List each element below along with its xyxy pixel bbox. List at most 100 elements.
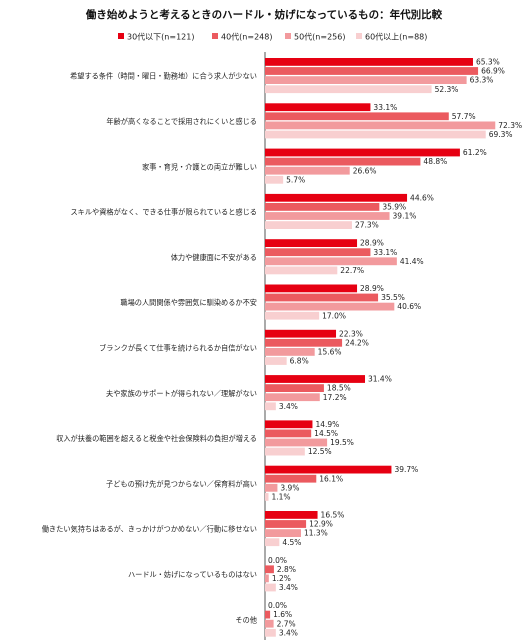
bar xyxy=(265,76,467,84)
category-label: 体力や健康面に不安がある xyxy=(171,253,257,262)
value-label: 44.6% xyxy=(410,193,434,202)
value-label: 40.6% xyxy=(397,302,421,311)
bar xyxy=(265,148,460,157)
value-label: 1.6% xyxy=(273,610,292,619)
value-label: 1.1% xyxy=(272,493,291,502)
bar xyxy=(265,574,269,583)
legend-label: 30代以下(n=121) xyxy=(127,32,194,42)
bar xyxy=(265,257,397,266)
category-group: 体力や健康面に不安がある 28.9%33.1%41.4% 22.7% xyxy=(171,239,424,275)
bar xyxy=(265,420,313,429)
value-label: 17.2% xyxy=(323,393,347,402)
category-label: 子どもの預け先が見つからない／保育料が高い xyxy=(106,479,257,488)
bar xyxy=(265,85,432,94)
bar xyxy=(265,121,496,130)
value-label: 5.7% xyxy=(286,175,305,184)
category-label: ハードル・妨げになっているものはない xyxy=(128,570,257,579)
value-label: 28.9% xyxy=(360,239,384,248)
bar xyxy=(265,157,421,166)
category-label: 家事・育児・介護との両立が難しい xyxy=(142,162,257,171)
bar xyxy=(265,193,408,202)
bar xyxy=(265,175,284,184)
bar xyxy=(265,338,343,347)
value-label: 4.5% xyxy=(282,538,301,547)
category-label: 年齢が高くなることで採用されにくいと感じる xyxy=(106,117,257,126)
bar xyxy=(265,429,312,438)
value-label: 72.3% xyxy=(498,121,522,130)
value-label: 15.6% xyxy=(318,348,342,357)
value-label: 33.1% xyxy=(373,248,397,257)
bar xyxy=(265,248,371,257)
bar xyxy=(265,212,390,220)
category-group: 夫や家族のサポートが得られない／理解がない 31.4% 18.5%17.2% 3.4% xyxy=(106,375,392,411)
value-label: 48.8% xyxy=(423,157,447,166)
value-label: 16.1% xyxy=(319,474,343,483)
category-label: 夫や家族のサポートが得られない／理解がない xyxy=(106,389,257,398)
value-label: 16.5% xyxy=(321,511,345,520)
value-label: 3.4% xyxy=(279,583,298,592)
category-group: その他 0.0%1.6%2.7%3.4% xyxy=(235,601,297,637)
bar xyxy=(265,447,305,456)
category-label: 働きたい気持ちはあるが、きっかけがつかめない／行動に移せない xyxy=(42,525,257,534)
legend-item: 40代(n=248) xyxy=(212,32,272,42)
legend-item: 50代(n=256) xyxy=(285,32,345,42)
value-label: 22.3% xyxy=(339,329,363,338)
category-label: スキルや資格がなく、できる仕事が限られていると感じる xyxy=(70,208,257,217)
bar xyxy=(265,103,371,112)
value-label: 12.5% xyxy=(308,447,332,456)
legend-swatch xyxy=(212,33,218,39)
value-label: 12.9% xyxy=(309,520,333,529)
bar xyxy=(265,474,317,483)
value-label: 11.3% xyxy=(304,529,328,538)
legend-label: 40代(n=248) xyxy=(221,32,272,42)
category-group: 家事・育児・介護との両立が難しい 61.2% 48.8% 26.6% 5.7% xyxy=(142,148,487,184)
value-label: 6.8% xyxy=(290,357,309,366)
value-label: 33.1% xyxy=(373,103,397,112)
legend-swatch xyxy=(356,33,362,39)
bar xyxy=(265,493,269,501)
legend-swatch xyxy=(285,33,291,39)
category-group: ブランクが長くて仕事を続けられるか自信がない 22.3%24.2%15.6% 6.8… xyxy=(99,329,369,365)
category-group: 職場の人間関係や雰囲気に馴染めるか不安 28.9%35.5%40.6% 17.0% xyxy=(120,284,421,320)
bar xyxy=(265,266,338,275)
category-group: 子どもの預け先が見つからない／保育料が高い 39.7% 16.1% 3.9%1.1% xyxy=(106,465,418,501)
bar xyxy=(265,565,274,574)
value-label: 63.3% xyxy=(470,76,494,85)
bar xyxy=(265,221,352,229)
value-label: 2.8% xyxy=(277,565,296,574)
bar xyxy=(265,311,320,320)
category-label: その他 xyxy=(235,615,257,624)
bar xyxy=(265,619,274,628)
category-label: 職場の人間関係や雰囲気に馴染めるか不安 xyxy=(120,298,257,307)
value-label: 17.0% xyxy=(322,311,346,320)
value-label: 39.1% xyxy=(393,212,417,221)
bar xyxy=(265,348,315,356)
legend-item: 60代以上(n=88) xyxy=(356,32,427,42)
legend-swatch xyxy=(118,33,124,39)
bar xyxy=(265,112,449,121)
category-group: 働きたい気持ちはあるが、きっかけがつかめない／行動に移せない 16.5%12.9%… xyxy=(42,511,345,547)
bar xyxy=(265,357,287,365)
chart-title: 働き始めようと考えるときのハードル・妨げになっているもの：年代別比較 xyxy=(85,8,443,21)
plot-area: 希望する条件（時間・曜日・勤務地）に合う求人が少ない 65.3%66.9%63.3… xyxy=(42,52,522,640)
category-group: 年齢が高くなることで採用されにくいと感じる 33.1% 57.7% 72.3%69.3… xyxy=(106,103,522,139)
bar xyxy=(265,538,280,547)
value-label: 31.4% xyxy=(368,375,392,384)
value-label: 39.7% xyxy=(394,465,418,474)
value-label: 2.7% xyxy=(277,619,296,628)
value-label: 3.9% xyxy=(280,483,299,492)
value-label: 66.9% xyxy=(481,67,505,76)
bar xyxy=(265,529,301,537)
bar xyxy=(265,293,379,302)
bar xyxy=(265,284,358,293)
category-group: ハードル・妨げになっているものはない 0.0%2.8%1.2%3.4% xyxy=(128,556,298,592)
bar xyxy=(265,302,395,311)
bar xyxy=(265,610,271,619)
legend-label: 60代以上(n=88) xyxy=(365,32,427,42)
category-label: 収入が扶養の範囲を超えると税金や社会保険料の負担が増える xyxy=(56,434,257,443)
bar xyxy=(265,67,479,75)
category-group: スキルや資格がなく、できる仕事が限られていると感じる 44.6% 35.9%39.1… xyxy=(70,193,433,229)
value-label: 0.0% xyxy=(268,556,287,565)
value-label: 57.7% xyxy=(452,112,476,121)
value-label: 22.7% xyxy=(340,266,364,275)
